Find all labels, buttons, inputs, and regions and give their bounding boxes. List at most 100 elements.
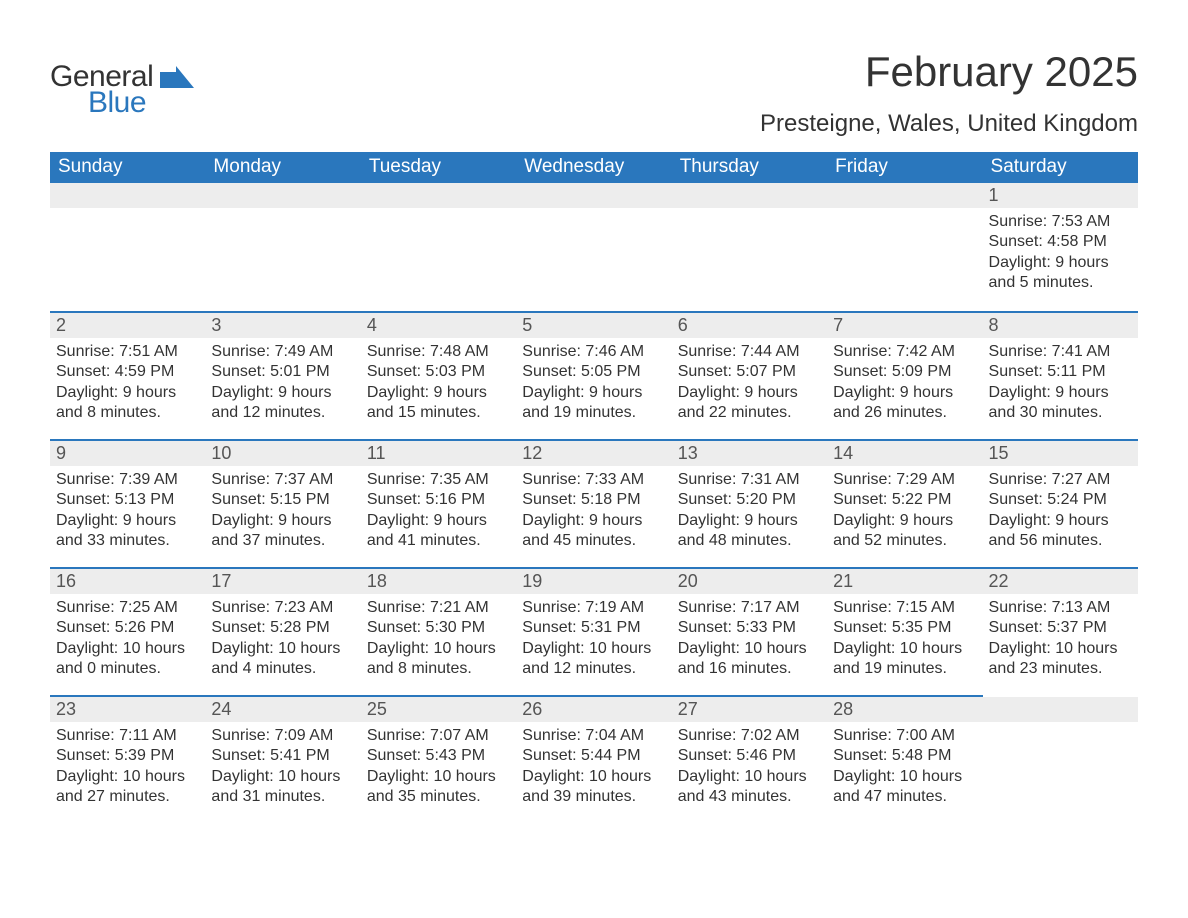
day-wrap: 26Sunrise: 7:04 AMSunset: 5:44 PMDayligh…	[516, 695, 671, 814]
sunrise-line: Sunrise: 7:15 AM	[833, 598, 976, 618]
daylight-line: Daylight: 10 hours	[522, 639, 665, 659]
day-wrap: 10Sunrise: 7:37 AMSunset: 5:15 PMDayligh…	[205, 439, 360, 558]
day-wrap: 24Sunrise: 7:09 AMSunset: 5:41 PMDayligh…	[205, 695, 360, 814]
brand-logo: General Blue	[50, 48, 194, 120]
day-wrap	[361, 183, 516, 208]
day-number	[361, 183, 516, 208]
daylight-line: Daylight: 9 hours	[833, 383, 976, 403]
day-number	[205, 183, 360, 208]
day-details: Sunrise: 7:46 AMSunset: 5:05 PMDaylight:…	[516, 338, 671, 430]
sunrise-line: Sunrise: 7:37 AM	[211, 470, 354, 490]
calendar-week-row: 1Sunrise: 7:53 AMSunset: 4:58 PMDaylight…	[50, 183, 1138, 311]
calendar-cell: 15Sunrise: 7:27 AMSunset: 5:24 PMDayligh…	[983, 439, 1138, 567]
sunrise-line: Sunrise: 7:31 AM	[678, 470, 821, 490]
sunset-line: Sunset: 5:18 PM	[522, 490, 665, 510]
day-number: 10	[205, 441, 360, 466]
sunset-line: Sunset: 5:35 PM	[833, 618, 976, 638]
calendar-cell: 11Sunrise: 7:35 AMSunset: 5:16 PMDayligh…	[361, 439, 516, 567]
sunset-line: Sunset: 5:39 PM	[56, 746, 199, 766]
day-wrap	[50, 183, 205, 208]
day-wrap: 5Sunrise: 7:46 AMSunset: 5:05 PMDaylight…	[516, 311, 671, 430]
day-number	[672, 183, 827, 208]
daylight-line: Daylight: 9 hours	[989, 253, 1132, 273]
daylight-line: and 41 minutes.	[367, 531, 510, 551]
calendar-cell: 23Sunrise: 7:11 AMSunset: 5:39 PMDayligh…	[50, 695, 205, 823]
calendar-cell: 9Sunrise: 7:39 AMSunset: 5:13 PMDaylight…	[50, 439, 205, 567]
day-number: 21	[827, 569, 982, 594]
daylight-line: and 37 minutes.	[211, 531, 354, 551]
day-details: Sunrise: 7:29 AMSunset: 5:22 PMDaylight:…	[827, 466, 982, 558]
sunset-line: Sunset: 5:30 PM	[367, 618, 510, 638]
calendar-cell: 16Sunrise: 7:25 AMSunset: 5:26 PMDayligh…	[50, 567, 205, 695]
sunrise-line: Sunrise: 7:25 AM	[56, 598, 199, 618]
day-details: Sunrise: 7:31 AMSunset: 5:20 PMDaylight:…	[672, 466, 827, 558]
day-details: Sunrise: 7:04 AMSunset: 5:44 PMDaylight:…	[516, 722, 671, 814]
day-wrap: 9Sunrise: 7:39 AMSunset: 5:13 PMDaylight…	[50, 439, 205, 558]
calendar-week-row: 2Sunrise: 7:51 AMSunset: 4:59 PMDaylight…	[50, 311, 1138, 439]
day-wrap: 2Sunrise: 7:51 AMSunset: 4:59 PMDaylight…	[50, 311, 205, 430]
day-number: 20	[672, 569, 827, 594]
day-number: 27	[672, 697, 827, 722]
day-wrap: 20Sunrise: 7:17 AMSunset: 5:33 PMDayligh…	[672, 567, 827, 686]
calendar-cell: 2Sunrise: 7:51 AMSunset: 4:59 PMDaylight…	[50, 311, 205, 439]
day-wrap: 21Sunrise: 7:15 AMSunset: 5:35 PMDayligh…	[827, 567, 982, 686]
day-wrap	[672, 183, 827, 208]
sunrise-line: Sunrise: 7:33 AM	[522, 470, 665, 490]
calendar-header: SundayMondayTuesdayWednesdayThursdayFrid…	[50, 152, 1138, 183]
day-details: Sunrise: 7:11 AMSunset: 5:39 PMDaylight:…	[50, 722, 205, 814]
day-details: Sunrise: 7:07 AMSunset: 5:43 PMDaylight:…	[361, 722, 516, 814]
daylight-line: and 12 minutes.	[211, 403, 354, 423]
daylight-line: and 19 minutes.	[522, 403, 665, 423]
day-wrap	[827, 183, 982, 208]
daylight-line: Daylight: 9 hours	[522, 383, 665, 403]
sunrise-line: Sunrise: 7:49 AM	[211, 342, 354, 362]
day-number: 6	[672, 313, 827, 338]
location-subtitle: Presteigne, Wales, United Kingdom	[760, 110, 1138, 138]
daylight-line: and 43 minutes.	[678, 787, 821, 807]
column-header: Thursday	[672, 152, 827, 183]
day-wrap: 3Sunrise: 7:49 AMSunset: 5:01 PMDaylight…	[205, 311, 360, 430]
daylight-line: and 35 minutes.	[367, 787, 510, 807]
sunrise-line: Sunrise: 7:00 AM	[833, 726, 976, 746]
calendar-cell: 24Sunrise: 7:09 AMSunset: 5:41 PMDayligh…	[205, 695, 360, 823]
calendar-cell: 27Sunrise: 7:02 AMSunset: 5:46 PMDayligh…	[672, 695, 827, 823]
day-number: 9	[50, 441, 205, 466]
column-header: Sunday	[50, 152, 205, 183]
day-number	[983, 697, 1138, 722]
day-wrap	[205, 183, 360, 208]
daylight-line: and 56 minutes.	[989, 531, 1132, 551]
daylight-line: and 47 minutes.	[833, 787, 976, 807]
day-details: Sunrise: 7:23 AMSunset: 5:28 PMDaylight:…	[205, 594, 360, 686]
day-details: Sunrise: 7:41 AMSunset: 5:11 PMDaylight:…	[983, 338, 1138, 430]
day-details: Sunrise: 7:42 AMSunset: 5:09 PMDaylight:…	[827, 338, 982, 430]
day-number: 25	[361, 697, 516, 722]
day-number: 26	[516, 697, 671, 722]
daylight-line: and 39 minutes.	[522, 787, 665, 807]
daylight-line: Daylight: 10 hours	[367, 639, 510, 659]
calendar-cell: 7Sunrise: 7:42 AMSunset: 5:09 PMDaylight…	[827, 311, 982, 439]
day-wrap: 18Sunrise: 7:21 AMSunset: 5:30 PMDayligh…	[361, 567, 516, 686]
column-header: Monday	[205, 152, 360, 183]
column-header: Wednesday	[516, 152, 671, 183]
daylight-line: Daylight: 10 hours	[367, 767, 510, 787]
sunrise-line: Sunrise: 7:04 AM	[522, 726, 665, 746]
calendar-cell: 22Sunrise: 7:13 AMSunset: 5:37 PMDayligh…	[983, 567, 1138, 695]
sunrise-line: Sunrise: 7:29 AM	[833, 470, 976, 490]
day-wrap: 17Sunrise: 7:23 AMSunset: 5:28 PMDayligh…	[205, 567, 360, 686]
calendar-cell: 20Sunrise: 7:17 AMSunset: 5:33 PMDayligh…	[672, 567, 827, 695]
calendar-cell-empty	[516, 183, 671, 311]
day-wrap: 27Sunrise: 7:02 AMSunset: 5:46 PMDayligh…	[672, 695, 827, 814]
sunrise-line: Sunrise: 7:39 AM	[56, 470, 199, 490]
sunset-line: Sunset: 5:24 PM	[989, 490, 1132, 510]
brand-text: General Blue	[50, 60, 194, 120]
day-number: 19	[516, 569, 671, 594]
daylight-line: and 45 minutes.	[522, 531, 665, 551]
day-details: Sunrise: 7:48 AMSunset: 5:03 PMDaylight:…	[361, 338, 516, 430]
day-number: 8	[983, 313, 1138, 338]
daylight-line: and 5 minutes.	[989, 273, 1132, 293]
daylight-line: Daylight: 10 hours	[56, 767, 199, 787]
sunset-line: Sunset: 5:31 PM	[522, 618, 665, 638]
daylight-line: and 52 minutes.	[833, 531, 976, 551]
day-details: Sunrise: 7:39 AMSunset: 5:13 PMDaylight:…	[50, 466, 205, 558]
daylight-line: and 22 minutes.	[678, 403, 821, 423]
